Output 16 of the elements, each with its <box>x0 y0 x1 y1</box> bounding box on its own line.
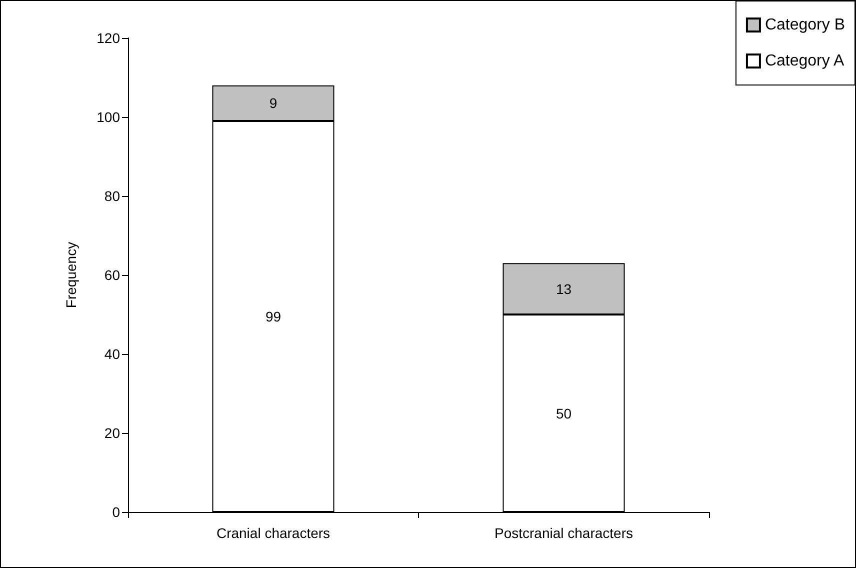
data-label: 9 <box>269 95 278 112</box>
legend-label: Category A <box>764 52 844 70</box>
y-axis-title: Frequency <box>63 242 79 308</box>
y-tick-label: 0 <box>112 504 120 520</box>
data-label: 99 <box>265 308 282 324</box>
y-tick-label: 60 <box>104 267 120 283</box>
y-tick-label: 80 <box>104 188 120 204</box>
x-tick-label: Cranial characters <box>216 525 330 541</box>
data-label: 50 <box>556 405 572 422</box>
data-label: 13 <box>556 280 572 297</box>
y-tick-label: 100 <box>96 109 120 125</box>
y-tick-label: 120 <box>96 30 120 46</box>
y-tick-label: 20 <box>104 425 120 441</box>
legend-label: Category B <box>764 16 846 34</box>
y-tick-label: 40 <box>104 346 120 362</box>
x-tick-label: Postcranial characters <box>494 525 634 541</box>
